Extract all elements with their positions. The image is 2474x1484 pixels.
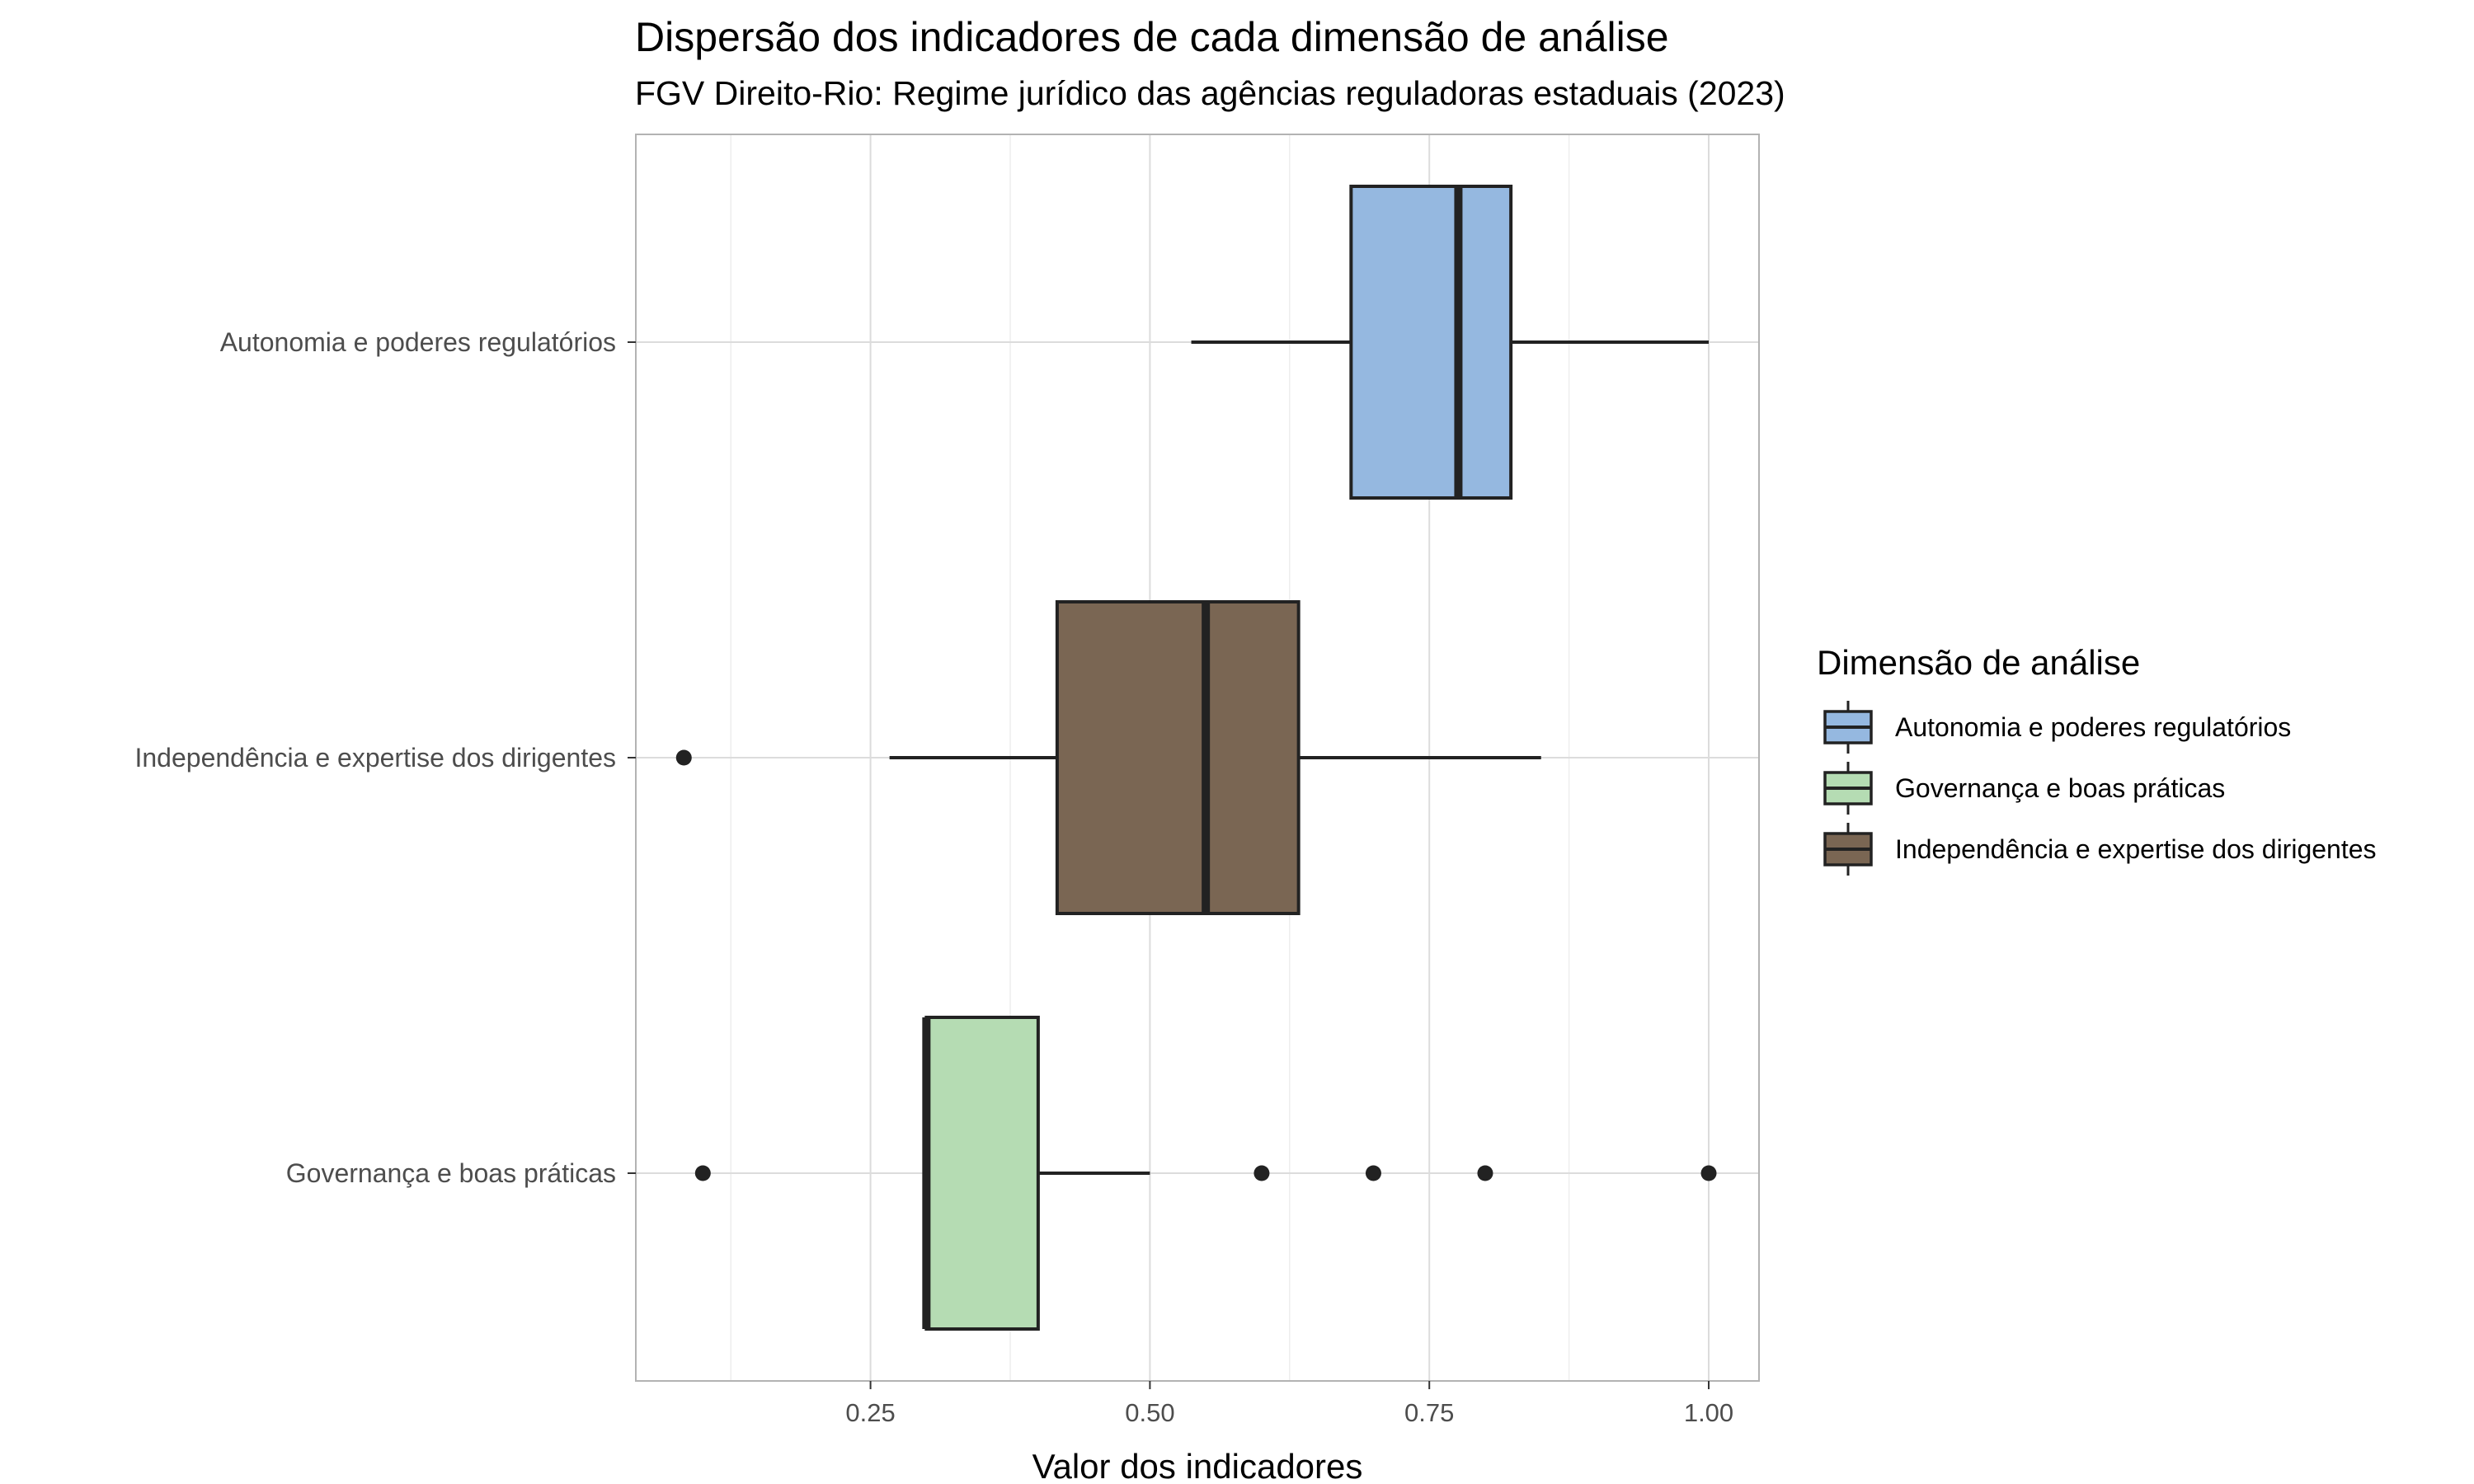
x-tick-label: 0.25 [845, 1398, 895, 1427]
chart-subtitle: FGV Direito-Rio: Regime jurídico das agê… [635, 74, 1785, 112]
outlier-point [1253, 1165, 1270, 1181]
box-iqr [1055, 600, 1300, 915]
y-tick-label: Governança e boas práticas [286, 1158, 616, 1188]
x-tick-label: 0.75 [1404, 1398, 1454, 1427]
legend-item: Autonomia e poderes regulatórios [1823, 701, 2291, 754]
legend-title: Dimensão de análise [1817, 643, 2140, 682]
outlier-point [1477, 1165, 1493, 1181]
outlier-point [1700, 1165, 1717, 1181]
outlier-point [694, 1165, 711, 1181]
legend-item: Independência e expertise dos dirigentes [1823, 823, 2377, 876]
x-tick-label: 0.50 [1125, 1398, 1174, 1427]
y-tick-label: Independência e expertise dos dirigentes [134, 743, 616, 773]
y-tick-label: Autonomia e poderes regulatórios [220, 327, 616, 357]
outlier-point [675, 749, 692, 766]
box-group [675, 600, 1541, 915]
box-group [1191, 185, 1710, 500]
legend: Dimensão de análise Autonomia e poderes … [1817, 643, 2377, 876]
axis-layer: 0.25 0.50 0.75 1.00 Autonomia e poderes regu… [134, 327, 1733, 1427]
legend-item: Governança e boas práticas [1823, 762, 2225, 815]
x-tick-label: 1.00 [1684, 1398, 1733, 1427]
outlier-point [1365, 1165, 1381, 1181]
legend-label: Governança e boas práticas [1895, 773, 2225, 803]
legend-label: Autonomia e poderes regulatórios [1895, 712, 2291, 742]
box-iqr [924, 1016, 1040, 1331]
chart-title: Dispersão dos indicadores de cada dimens… [635, 14, 1669, 60]
box-group [694, 1016, 1717, 1331]
box-iqr [1349, 185, 1513, 500]
legend-label: Independência e expertise dos dirigentes [1895, 834, 2377, 864]
x-axis-title: Valor dos indicadores [1032, 1447, 1363, 1484]
box-layer [675, 185, 1717, 1331]
